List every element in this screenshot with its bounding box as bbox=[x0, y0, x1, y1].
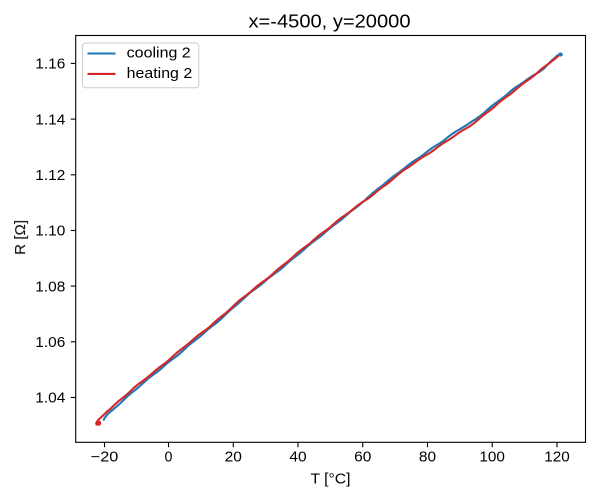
svg-text:0: 0 bbox=[165, 450, 173, 466]
svg-text:cooling 2: cooling 2 bbox=[127, 46, 191, 62]
svg-text:1.10: 1.10 bbox=[35, 224, 65, 240]
svg-text:1.04: 1.04 bbox=[35, 391, 65, 407]
svg-text:60: 60 bbox=[354, 450, 371, 466]
svg-text:40: 40 bbox=[289, 450, 306, 466]
svg-text:1.16: 1.16 bbox=[35, 57, 65, 73]
svg-text:120: 120 bbox=[544, 450, 570, 466]
svg-text:20: 20 bbox=[225, 450, 242, 466]
svg-text:x=-4500, y=20000: x=-4500, y=20000 bbox=[249, 11, 411, 31]
svg-text:1.14: 1.14 bbox=[35, 112, 65, 128]
svg-text:heating 2: heating 2 bbox=[127, 66, 193, 82]
svg-text:T [°C]: T [°C] bbox=[311, 471, 351, 487]
svg-text:1.06: 1.06 bbox=[35, 335, 65, 351]
svg-text:R [Ω]: R [Ω] bbox=[13, 220, 29, 255]
svg-text:80: 80 bbox=[419, 450, 436, 466]
svg-text:1.08: 1.08 bbox=[35, 279, 65, 295]
svg-text:100: 100 bbox=[479, 450, 505, 466]
svg-text:−20: −20 bbox=[91, 450, 119, 466]
svg-text:1.12: 1.12 bbox=[35, 168, 65, 184]
